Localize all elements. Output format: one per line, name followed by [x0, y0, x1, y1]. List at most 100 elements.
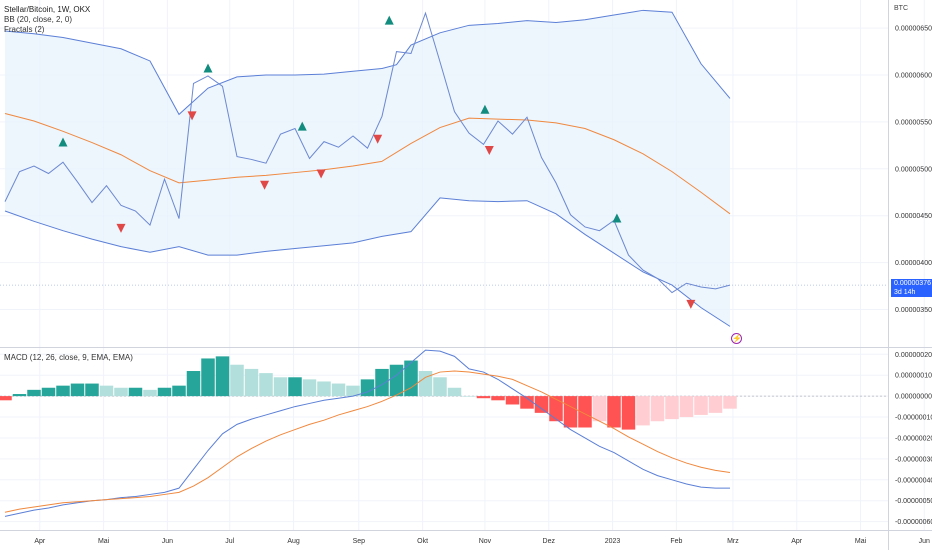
macd-tick-label: -0.00000020 — [895, 435, 932, 442]
macd-tick-label: 0.00000020 — [895, 352, 932, 359]
macd-histogram-bar — [636, 396, 650, 426]
macd-histogram-bar — [215, 356, 230, 397]
macd-histogram-bar — [143, 389, 157, 397]
fractal-up-marker — [480, 104, 490, 114]
time-tick-label: Jun — [162, 538, 173, 545]
price-tick-label: 0.00000450 — [895, 213, 932, 220]
macd-histogram-bar — [273, 377, 288, 397]
macd-histogram-bar — [447, 387, 462, 397]
signal-line — [4, 370, 731, 513]
macd-histogram-bar — [520, 396, 534, 409]
time-tick-label: Mrz — [727, 538, 739, 545]
fractal-down-marker — [686, 299, 696, 309]
time-tick-label: Apr — [791, 538, 803, 545]
macd-tick-label: -0.00000060 — [895, 519, 932, 526]
macd-histogram-bar — [114, 387, 128, 397]
fractal-up-marker — [384, 15, 394, 25]
macd-histogram-bar — [172, 385, 186, 397]
bb-upper-line — [4, 9, 731, 116]
macd-histogram-bar — [592, 396, 607, 422]
fractal-down-marker — [187, 111, 197, 121]
time-tick-label: Dez — [543, 538, 556, 545]
macd-histogram-bar — [679, 396, 694, 418]
macd-indicator-label[interactable]: MACD (12, 26, close, 9, EMA, EMA) — [4, 353, 133, 362]
bb-band-fill — [5, 10, 730, 327]
time-tick-label: Apr — [34, 538, 46, 545]
macd-histogram-bar — [563, 396, 578, 428]
macd-histogram-bar — [621, 396, 636, 430]
fractal-up-marker — [203, 63, 213, 73]
macd-tick-label: 0.00000000 — [895, 394, 932, 401]
macd-histogram-bar — [12, 394, 27, 397]
time-tick-label: 2023 — [605, 538, 621, 545]
macd-tick-label: -0.00000030 — [895, 456, 932, 463]
price-tick-label: 0.00000650 — [895, 26, 932, 33]
bb-indicator-label[interactable]: BB (20, close, 2, 0) — [4, 15, 73, 24]
macd-histogram-bar — [259, 373, 273, 397]
last-price-badge: 0.00000376 3d 14h — [891, 279, 932, 297]
bb-lower-line — [4, 197, 731, 327]
bar-countdown: 3d 14h — [894, 289, 916, 296]
time-tick-label: Okt — [417, 538, 428, 545]
macd-histogram-bar — [317, 381, 331, 397]
macd-histogram-bar — [418, 371, 433, 397]
price-tick-label: 0.00000550 — [895, 119, 932, 126]
currency-label: BTC — [894, 5, 908, 12]
macd-histogram-bar — [56, 385, 70, 397]
fractal-down-marker — [260, 180, 270, 190]
time-tick-label: Jul — [225, 538, 234, 545]
macd-histogram-bar — [607, 396, 621, 428]
flash-icon[interactable]: ⚡ — [731, 333, 742, 344]
price-pane-legend: Stellar/Bitcoin, 1W, OKX BB (20, close, … — [4, 5, 90, 35]
macd-histogram-bar — [157, 387, 172, 397]
macd-histogram-bar — [404, 360, 418, 397]
macd-histogram-bar — [476, 396, 491, 399]
bb-basis-line — [4, 112, 731, 215]
macd-histogram-bar — [462, 396, 476, 397]
macd-histogram-bar — [360, 379, 375, 397]
macd-tick-label: 0.00000010 — [895, 373, 932, 380]
macd-histogram-bar — [650, 396, 665, 422]
fractal-down-marker — [316, 169, 326, 179]
macd-pane-legend: MACD (12, 26, close, 9, EMA, EMA) — [4, 353, 133, 363]
fractals-indicator-label[interactable]: Fractals (2) — [4, 25, 45, 34]
macd-histogram-bar — [128, 387, 143, 397]
symbol-title[interactable]: Stellar/Bitcoin, 1W, OKX — [4, 5, 91, 14]
macd-histogram-bar — [244, 368, 259, 397]
time-tick-label: Mai — [855, 538, 867, 545]
time-tick-label: Sep — [353, 538, 366, 545]
macd-histogram-bar — [99, 385, 114, 397]
macd-tick-label: -0.00000050 — [895, 498, 932, 505]
macd-tick-label: -0.00000010 — [895, 415, 932, 422]
last-price-value: 0.00000376 — [894, 280, 931, 287]
macd-histogram-bar — [389, 364, 404, 397]
macd-histogram-bar — [302, 379, 317, 397]
macd-histogram-bar — [201, 358, 215, 397]
macd-histogram-bar — [665, 396, 679, 420]
price-line — [4, 11, 731, 294]
macd-histogram-bar — [70, 383, 85, 397]
time-tick-label: Aug — [287, 538, 300, 545]
price-tick-label: 0.00000600 — [895, 73, 932, 80]
fractal-up-marker — [612, 213, 622, 223]
time-tick-label: Mai — [98, 538, 110, 545]
time-tick-label: Feb — [670, 538, 682, 545]
macd-histogram-bar — [0, 396, 12, 401]
macd-histogram-bar — [375, 368, 389, 397]
fractal-up-marker — [297, 121, 307, 131]
macd-histogram-bar — [578, 396, 592, 428]
price-tick-label: 0.00000500 — [895, 166, 932, 173]
macd-histogram-bar — [346, 385, 360, 397]
fractal-up-marker — [58, 137, 68, 147]
fractal-down-marker — [373, 134, 383, 144]
macd-histogram-bar — [491, 396, 505, 401]
macd-histogram-bar — [288, 377, 302, 397]
macd-histogram-bar — [27, 389, 41, 397]
macd-histogram-bar — [694, 396, 708, 415]
macd-tick-label: -0.00000040 — [895, 477, 932, 484]
time-tick-label: Nov — [479, 538, 492, 545]
time-tick-label: Jun — [919, 538, 930, 545]
macd-histogram-bar — [549, 396, 563, 422]
